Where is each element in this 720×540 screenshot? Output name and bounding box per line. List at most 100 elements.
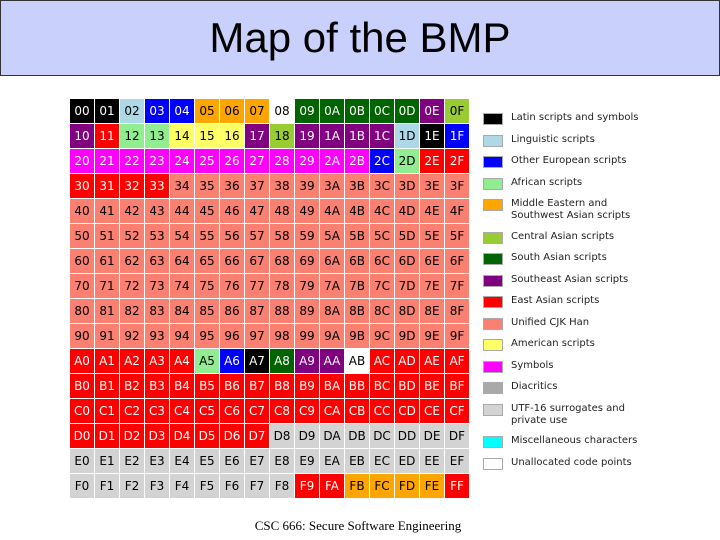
code-block-cell: DB xyxy=(345,424,369,448)
code-block-cell: 89 xyxy=(295,299,319,323)
code-block-cell: C1 xyxy=(95,399,119,423)
code-block-cell: A2 xyxy=(120,349,144,373)
code-block-cell: 23 xyxy=(145,149,169,173)
code-block-cell: F4 xyxy=(170,474,194,498)
legend-swatch xyxy=(483,403,503,416)
code-block-cell: 78 xyxy=(270,274,294,298)
code-block-cell: F3 xyxy=(145,474,169,498)
code-block-cell: D7 xyxy=(245,424,269,448)
code-block-cell: 62 xyxy=(120,249,144,273)
legend-label: East Asian scripts xyxy=(511,295,600,306)
code-block-cell: A8 xyxy=(270,349,294,373)
legend-item: Symbols xyxy=(483,360,653,373)
code-block-cell: 63 xyxy=(145,249,169,273)
legend-swatch xyxy=(483,231,503,244)
code-block-cell: B5 xyxy=(195,374,219,398)
legend-swatch xyxy=(483,360,503,373)
code-block-cell: F0 xyxy=(70,474,94,498)
code-block-cell: 71 xyxy=(95,274,119,298)
code-block-cell: 53 xyxy=(145,224,169,248)
legend-swatch xyxy=(483,177,503,190)
legend-item: Other European scripts xyxy=(483,155,653,168)
legend-item: American scripts xyxy=(483,338,653,351)
code-block-cell: 2B xyxy=(345,149,369,173)
legend-swatch xyxy=(483,339,503,351)
code-block-cell: AD xyxy=(395,349,419,373)
code-block-cell: AB xyxy=(345,349,369,373)
legend: Latin scripts and symbols Linguistic scri… xyxy=(483,112,653,478)
legend-swatch xyxy=(483,134,503,147)
legend-item: East Asian scripts xyxy=(483,295,653,308)
code-block-cell: 37 xyxy=(245,174,269,198)
code-block-cell: 07 xyxy=(245,99,269,123)
code-block-cell: CE xyxy=(420,399,444,423)
code-block-cell: FD xyxy=(395,474,419,498)
legend-swatch xyxy=(483,317,503,330)
code-block-cell: A9 xyxy=(295,349,319,373)
code-block-cell: 04 xyxy=(170,99,194,123)
code-block-cell: 22 xyxy=(120,149,144,173)
code-block-cell: FB xyxy=(345,474,369,498)
code-block-cell: C4 xyxy=(170,399,194,423)
code-block-cell: 0E xyxy=(420,99,444,123)
code-block-cell: EC xyxy=(370,449,394,473)
code-block-cell: 77 xyxy=(245,274,269,298)
legend-label: Diacritics xyxy=(511,381,558,392)
code-block-cell: D8 xyxy=(270,424,294,448)
code-block-cell: 20 xyxy=(70,149,94,173)
code-block-cell: 40 xyxy=(70,199,94,223)
legend-item: Central Asian scripts xyxy=(483,231,653,244)
code-block-cell: 2F xyxy=(445,149,469,173)
code-block-cell: 30 xyxy=(70,174,94,198)
code-block-cell: EE xyxy=(420,449,444,473)
code-block-cell: 8A xyxy=(320,299,344,323)
code-block-cell: 41 xyxy=(95,199,119,223)
code-block-cell: F1 xyxy=(95,474,119,498)
code-block-cell: 83 xyxy=(145,299,169,323)
code-block-cell: 68 xyxy=(270,249,294,273)
code-block-cell: D0 xyxy=(70,424,94,448)
code-block-cell: 84 xyxy=(170,299,194,323)
code-block-cell: 85 xyxy=(195,299,219,323)
code-block-cell: 09 xyxy=(295,99,319,123)
code-block-cell: 7E xyxy=(420,274,444,298)
legend-swatch xyxy=(483,253,503,265)
code-block-cell: B8 xyxy=(270,374,294,398)
code-block-cell: 05 xyxy=(195,99,219,123)
code-block-cell: EF xyxy=(445,449,469,473)
code-block-cell: 3D xyxy=(395,174,419,198)
code-block-cell: 31 xyxy=(95,174,119,198)
code-block-cell: 0C xyxy=(370,99,394,123)
code-block-cell: 12 xyxy=(120,124,144,148)
code-block-cell: 48 xyxy=(270,199,294,223)
code-block-cell: 2C xyxy=(370,149,394,173)
code-block-cell: 25 xyxy=(195,149,219,173)
code-block-cell: 44 xyxy=(170,199,194,223)
code-block-cell: 6D xyxy=(395,249,419,273)
code-block-cell: 33 xyxy=(145,174,169,198)
code-block-cell: A3 xyxy=(145,349,169,373)
code-block-cell: BF xyxy=(445,374,469,398)
code-block-cell: 06 xyxy=(220,99,244,123)
code-block-cell: 60 xyxy=(70,249,94,273)
code-block-cell: EA xyxy=(320,449,344,473)
code-block-cell: 3F xyxy=(445,174,469,198)
code-block-cell: 69 xyxy=(295,249,319,273)
code-block-cell: 6A xyxy=(320,249,344,273)
code-block-cell: 57 xyxy=(245,224,269,248)
code-block-cell: 08 xyxy=(270,99,294,123)
code-block-cell: F2 xyxy=(120,474,144,498)
code-block-cell: E6 xyxy=(220,449,244,473)
code-block-cell: D5 xyxy=(195,424,219,448)
legend-swatch xyxy=(483,436,503,448)
code-block-cell: 8E xyxy=(420,299,444,323)
code-block-cell: 47 xyxy=(245,199,269,223)
code-block-cell: 74 xyxy=(170,274,194,298)
code-block-cell: 54 xyxy=(170,224,194,248)
code-block-cell: 0A xyxy=(320,99,344,123)
code-block-cell: 45 xyxy=(195,199,219,223)
code-block-cell: AC xyxy=(370,349,394,373)
code-block-cell: F7 xyxy=(245,474,269,498)
legend-swatch xyxy=(483,156,503,168)
code-block-cell: E0 xyxy=(70,449,94,473)
